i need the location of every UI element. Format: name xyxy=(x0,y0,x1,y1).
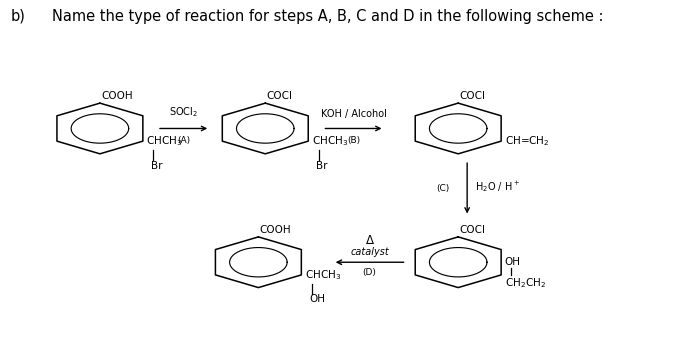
Text: H$_2$O / H$^+$: H$_2$O / H$^+$ xyxy=(475,179,520,194)
Text: CHCH$_3$: CHCH$_3$ xyxy=(311,134,348,148)
Text: OH: OH xyxy=(504,257,521,267)
Text: COCl: COCl xyxy=(460,225,486,235)
Text: CHCH$_3$: CHCH$_3$ xyxy=(146,134,183,148)
Text: (D): (D) xyxy=(362,268,377,277)
Text: OH: OH xyxy=(309,294,326,304)
Text: catalyst: catalyst xyxy=(350,247,389,257)
Text: COCl: COCl xyxy=(267,92,293,101)
Text: CH=CH$_2$: CH=CH$_2$ xyxy=(504,134,549,148)
Text: (A): (A) xyxy=(177,136,190,145)
Text: (C): (C) xyxy=(436,184,449,193)
Text: Name the type of reaction for steps A, B, C and D in the following scheme :: Name the type of reaction for steps A, B… xyxy=(52,9,603,24)
Text: Br: Br xyxy=(316,161,328,170)
Text: Br: Br xyxy=(151,161,163,170)
Text: b): b) xyxy=(10,9,25,24)
Text: COOH: COOH xyxy=(101,92,133,101)
Text: CH$_2$CH$_2$: CH$_2$CH$_2$ xyxy=(504,277,546,290)
Text: CHCH$_3$: CHCH$_3$ xyxy=(305,268,341,282)
Text: KOH / Alcohol: KOH / Alcohol xyxy=(320,109,387,119)
Text: COOH: COOH xyxy=(260,225,291,235)
Text: COCl: COCl xyxy=(460,92,486,101)
Text: SOCl$_2$: SOCl$_2$ xyxy=(169,105,198,119)
Text: $\Delta$: $\Delta$ xyxy=(364,234,375,247)
Text: (B): (B) xyxy=(347,136,360,145)
